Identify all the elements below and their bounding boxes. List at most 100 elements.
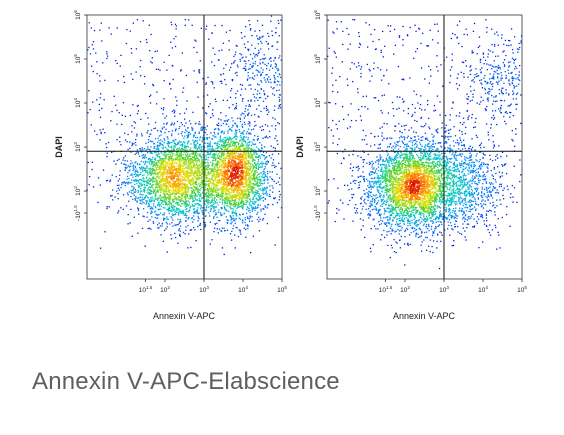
event-dot <box>157 129 159 132</box>
event-dot <box>266 65 268 67</box>
event-dot <box>188 197 190 200</box>
event-dot <box>214 168 216 171</box>
event-dot <box>178 147 180 149</box>
event-dot <box>191 161 193 163</box>
event-dot <box>214 53 216 55</box>
event-dot <box>173 200 175 202</box>
event-dot <box>194 182 196 184</box>
event-dot <box>201 141 203 143</box>
event-dot <box>272 187 274 189</box>
event-dot <box>203 203 206 205</box>
event-dot <box>179 163 182 165</box>
event-dot <box>247 173 250 175</box>
event-dot <box>142 201 144 203</box>
event-dot <box>144 197 146 199</box>
event-dot <box>212 179 214 182</box>
event-dot <box>155 198 157 201</box>
event-dot <box>258 193 260 195</box>
event-dot <box>262 190 264 192</box>
event-dot <box>211 176 213 179</box>
event-dot <box>187 187 189 189</box>
event-dot <box>198 69 200 71</box>
event-dot <box>180 200 182 202</box>
event-dot <box>224 202 227 204</box>
event-dot <box>234 194 236 196</box>
event-dot <box>259 197 261 200</box>
event-dot <box>274 81 276 84</box>
event-dot <box>181 148 183 151</box>
event-dot <box>272 159 275 161</box>
event-dot <box>115 104 117 106</box>
event-dot <box>250 186 252 189</box>
event-dot <box>247 184 250 186</box>
event-dot <box>220 145 222 147</box>
event-dot <box>195 151 197 154</box>
event-dot <box>276 41 278 43</box>
event-dot <box>135 71 137 73</box>
event-dot <box>149 140 151 142</box>
event-dot <box>194 164 196 167</box>
event-dot <box>234 199 236 201</box>
event-dot <box>163 123 165 125</box>
event-dot <box>269 171 271 173</box>
event-dot <box>146 41 148 44</box>
event-dot <box>256 198 258 200</box>
event-dot <box>228 40 230 42</box>
event-dot <box>212 183 214 185</box>
event-dot <box>172 201 174 203</box>
event-dot <box>124 184 126 187</box>
event-dot <box>244 183 246 185</box>
event-dot <box>149 177 151 180</box>
event-dot <box>122 159 124 161</box>
event-dot <box>195 152 197 154</box>
event-dot <box>257 185 260 188</box>
event-dot <box>178 167 180 170</box>
event-dot <box>200 188 202 190</box>
event-dot <box>231 137 233 140</box>
event-dot <box>183 214 185 216</box>
event-dot <box>223 144 226 146</box>
event-dot <box>247 152 250 154</box>
event-dot <box>173 192 175 195</box>
event-dot <box>229 188 232 190</box>
event-dot <box>249 180 251 183</box>
event-dot <box>253 179 255 181</box>
event-dot <box>115 190 118 192</box>
event-dot <box>125 167 127 170</box>
event-dot <box>260 195 262 197</box>
event-dot <box>240 132 242 135</box>
event-dot <box>264 192 266 195</box>
event-dot <box>237 188 239 190</box>
event-dot <box>171 213 174 215</box>
event-dot <box>269 189 271 191</box>
event-dot <box>116 123 118 125</box>
event-dot <box>205 165 207 167</box>
event-dot <box>101 40 103 42</box>
event-dot <box>210 179 213 181</box>
event-dot <box>271 67 274 69</box>
event-dot <box>92 70 94 73</box>
event-dot <box>192 189 195 191</box>
event-dot <box>260 172 262 174</box>
event-dot <box>185 175 188 177</box>
event-dot <box>230 155 232 157</box>
event-dot <box>238 197 240 200</box>
event-dot <box>217 211 220 213</box>
event-dot <box>129 147 131 150</box>
event-dot <box>185 190 187 192</box>
event-dot <box>199 166 202 169</box>
event-dot <box>223 163 225 165</box>
event-dot <box>155 176 158 178</box>
event-dot <box>251 220 253 222</box>
event-dot <box>138 182 141 185</box>
event-dot <box>240 144 242 146</box>
event-dot <box>214 206 216 208</box>
event-dot <box>144 186 146 189</box>
event-dot <box>250 200 252 202</box>
event-dot <box>251 154 253 157</box>
event-dot <box>229 195 231 197</box>
event-dot <box>166 169 168 171</box>
event-dot <box>190 229 193 231</box>
event-dot <box>163 151 165 153</box>
event-dot <box>217 179 219 181</box>
